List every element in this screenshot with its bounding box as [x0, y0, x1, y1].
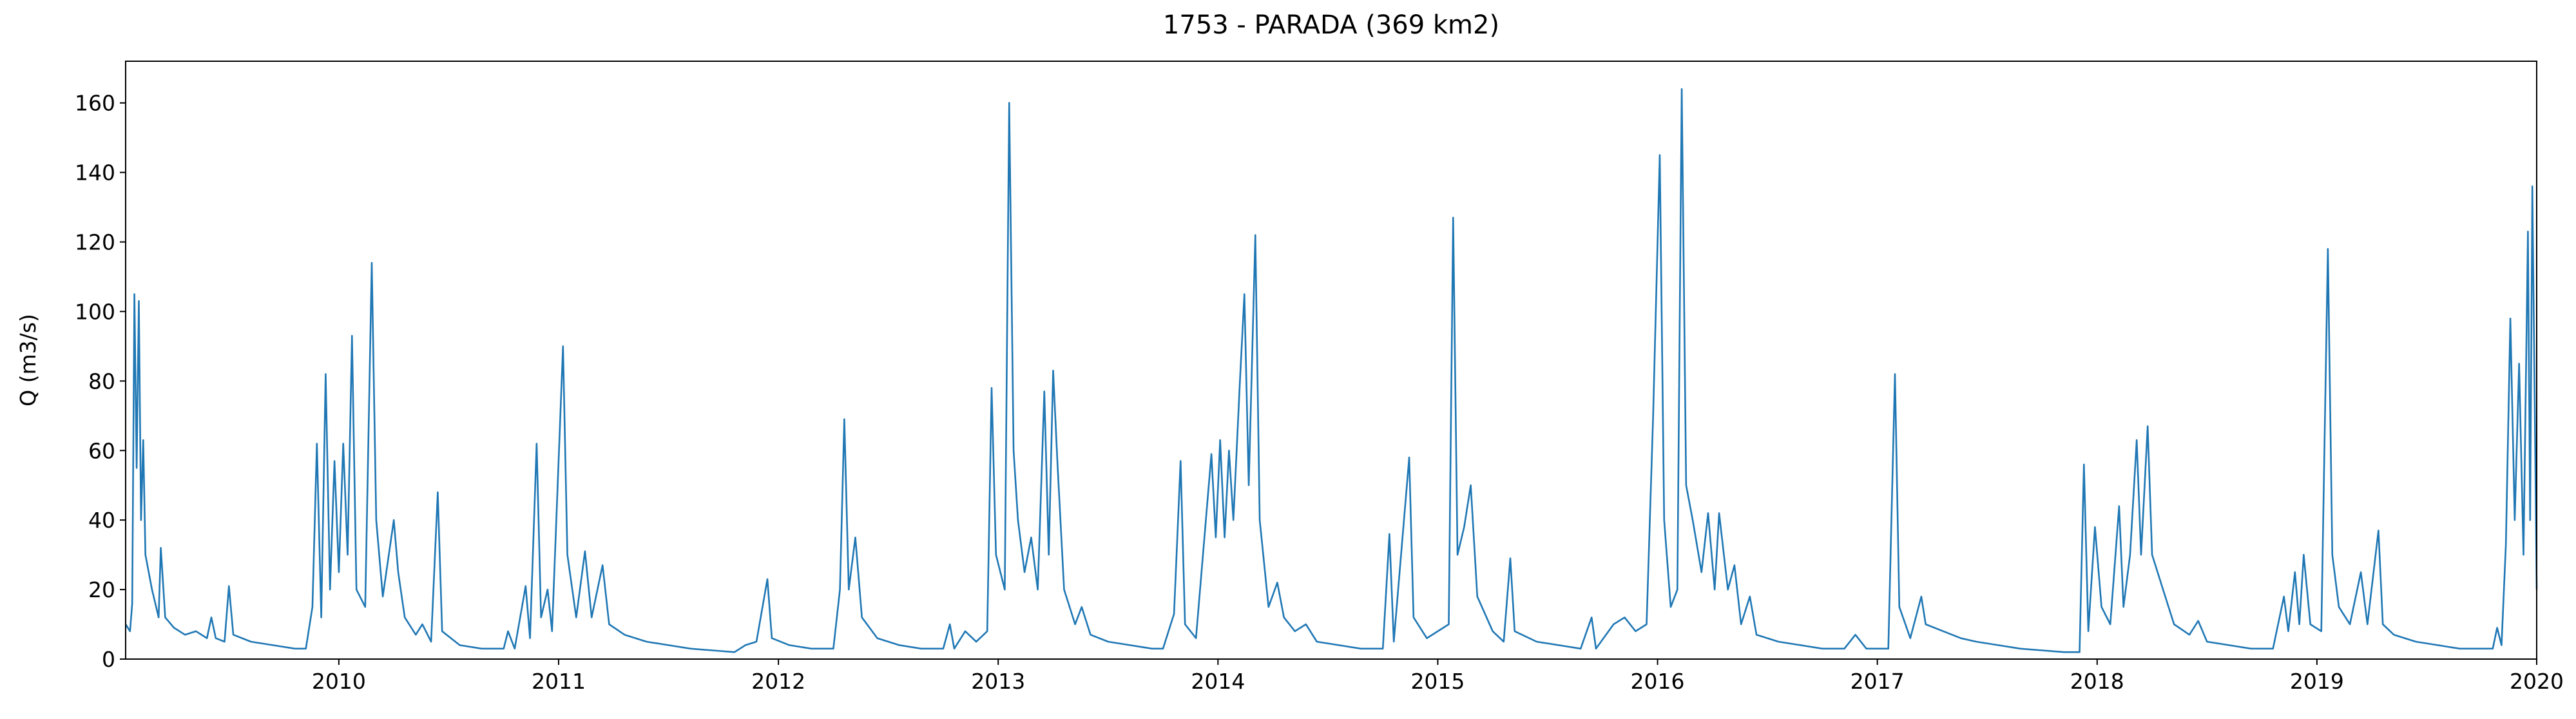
x-tick-label: 2019 — [2290, 669, 2344, 694]
x-tick-label: 2020 — [2510, 669, 2564, 694]
x-tick-label: 2010 — [312, 669, 366, 694]
x-tick-label: 2011 — [532, 669, 586, 694]
y-tick-label: 140 — [75, 160, 115, 186]
y-tick-label: 40 — [88, 508, 115, 533]
plot-frame — [125, 61, 2537, 660]
y-axis-label: Q (m3/s) — [15, 314, 41, 407]
flow-line — [124, 88, 2538, 653]
x-tick-label: 2015 — [1410, 669, 1465, 694]
y-tick-label: 100 — [75, 299, 115, 324]
x-tick-label: 2016 — [1631, 669, 1685, 694]
y-tick-label: 60 — [88, 438, 115, 463]
y-tick-label: 0 — [102, 647, 115, 672]
y-tick-label: 160 — [75, 91, 115, 116]
x-tick-label: 2017 — [1850, 669, 1905, 694]
x-tick-label: 2013 — [971, 669, 1025, 694]
x-tick-label: 2018 — [2070, 669, 2124, 694]
y-tick-label: 80 — [88, 369, 115, 394]
x-tick-label: 2014 — [1191, 669, 1245, 694]
chart-title: 1753 - PARADA (369 km2) — [1163, 10, 1499, 40]
y-tick-label: 120 — [75, 230, 115, 255]
y-tick-label: 20 — [88, 577, 115, 602]
x-tick-label: 2012 — [751, 669, 805, 694]
